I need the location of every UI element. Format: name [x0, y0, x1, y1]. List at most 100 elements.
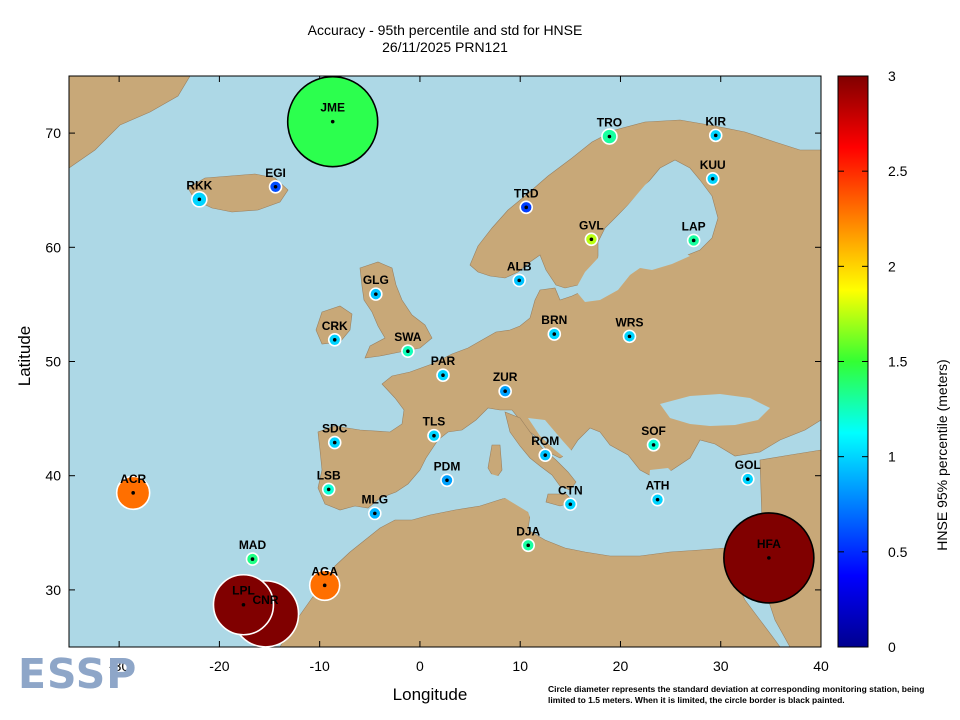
station-label: CTN	[558, 483, 583, 497]
black-sea	[660, 394, 770, 426]
footnote: Circle diameter represents the standard …	[548, 684, 925, 705]
ireland-land	[315, 305, 353, 345]
adriatic-sea	[528, 418, 578, 462]
station-dot	[322, 583, 327, 588]
station-dot	[503, 389, 507, 393]
station-label: TLS	[423, 415, 446, 429]
colorbar-tick-label: 0.5	[888, 544, 908, 560]
x-axis-label: Longitude	[392, 685, 468, 704]
station-dot	[746, 477, 750, 481]
station-label: ATH	[646, 479, 670, 493]
inland-seas	[398, 170, 770, 552]
station-dot	[441, 373, 445, 378]
station-label: WRS	[615, 315, 643, 329]
iceland-land	[187, 173, 289, 213]
x-tick-label: -20	[209, 658, 229, 674]
station-label: PDM	[434, 459, 461, 473]
station-label: PAR	[431, 354, 456, 368]
sardinia-land	[487, 444, 503, 481]
station-dot	[607, 134, 612, 139]
station-label: SDC	[322, 422, 348, 436]
station-dot	[330, 119, 335, 124]
station-dot	[332, 338, 337, 342]
colorbar-tick-label: 2.5	[888, 163, 908, 179]
station-label: LSB	[317, 468, 341, 482]
station-label: GVL	[579, 218, 604, 232]
station-dot	[691, 238, 696, 243]
station-dot	[524, 205, 529, 210]
station-dot	[552, 332, 557, 336]
station-label: GLG	[363, 273, 389, 287]
station-label: KIR	[705, 114, 726, 128]
essp-logo: ESSP	[18, 650, 138, 698]
station-dot	[373, 511, 377, 516]
colorbar-tick-label: 1.5	[888, 354, 908, 370]
station-dot	[517, 278, 521, 283]
station-label: RKK	[186, 178, 212, 192]
station-dot	[651, 443, 656, 447]
station-label: ALB	[507, 259, 532, 273]
station-dot	[241, 602, 246, 607]
station-dot	[131, 491, 135, 495]
x-tick-label: 40	[813, 658, 829, 674]
station-dot	[655, 497, 660, 502]
station-label: SOF	[641, 424, 666, 438]
station-label: CNR	[253, 593, 279, 607]
x-tick-label: 20	[613, 658, 629, 674]
station-label: KUU	[700, 158, 726, 172]
station-label: TRD	[514, 186, 539, 200]
station-dot	[445, 478, 449, 483]
station-dot	[710, 176, 715, 181]
colorbar-ticks: 0 0.5 1 1.5 2 2.5 3	[838, 68, 908, 655]
y-axis-label: Latitude	[15, 325, 34, 387]
y-tick-label: 40	[45, 468, 61, 484]
station-label: ACR	[120, 472, 146, 486]
station-dot	[250, 557, 255, 561]
station-dot	[332, 440, 337, 445]
chart-title: Accuracy - 95th percentile and std for H…	[307, 22, 583, 38]
station-dot	[374, 292, 378, 296]
station-label: JME	[320, 101, 345, 115]
greenland-land	[69, 76, 191, 169]
station-dot	[713, 133, 718, 138]
y-tick-label: 60	[45, 239, 61, 255]
colorbar-tick-label: 1	[888, 449, 896, 465]
station-label: AGA	[311, 564, 338, 578]
station-label: MLG	[361, 492, 388, 506]
station-label: ROM	[531, 434, 559, 448]
station-label: BRN	[541, 313, 567, 327]
colorbar-tick-label: 3	[888, 68, 896, 84]
station-dot	[568, 502, 573, 507]
x-tick-label: 0	[416, 658, 424, 674]
station-label: GOL	[735, 458, 761, 472]
baltic-sea	[575, 170, 690, 302]
axis-ticks: -30 -20 -10 0 10 20 30 40 30 40 50 60 70	[45, 76, 829, 674]
station-label: HFA	[757, 537, 781, 551]
colorbar-tick-label: 0	[888, 639, 896, 655]
station-dot	[326, 487, 331, 492]
station-label: ZUR	[493, 370, 518, 384]
station-label: LAP	[682, 219, 706, 233]
colorbar-tick-label: 2	[888, 258, 896, 274]
station-label: DJA	[516, 524, 540, 538]
station-dot	[627, 334, 632, 339]
station-label: CRK	[322, 319, 348, 333]
y-tick-label: 70	[45, 125, 61, 141]
britain-land	[359, 261, 433, 359]
chart-subtitle: 26/11/2025 PRN121	[382, 39, 508, 55]
station-dot	[406, 349, 410, 354]
y-tick-label: 50	[45, 354, 61, 370]
station-dot	[526, 543, 531, 548]
y-tick-label: 30	[45, 582, 61, 598]
station-label: SWA	[394, 330, 422, 344]
mediterranean-sea	[398, 468, 760, 552]
station-label: TRO	[597, 116, 622, 130]
x-tick-label: -30	[109, 658, 129, 674]
station-label: EGI	[265, 166, 286, 180]
station-dot	[543, 453, 548, 457]
station-dot	[589, 237, 594, 242]
station-label: MAD	[239, 538, 267, 552]
station-dot	[767, 556, 771, 560]
colorbar-label: HNSE 95% percentile (meters)	[934, 359, 950, 551]
